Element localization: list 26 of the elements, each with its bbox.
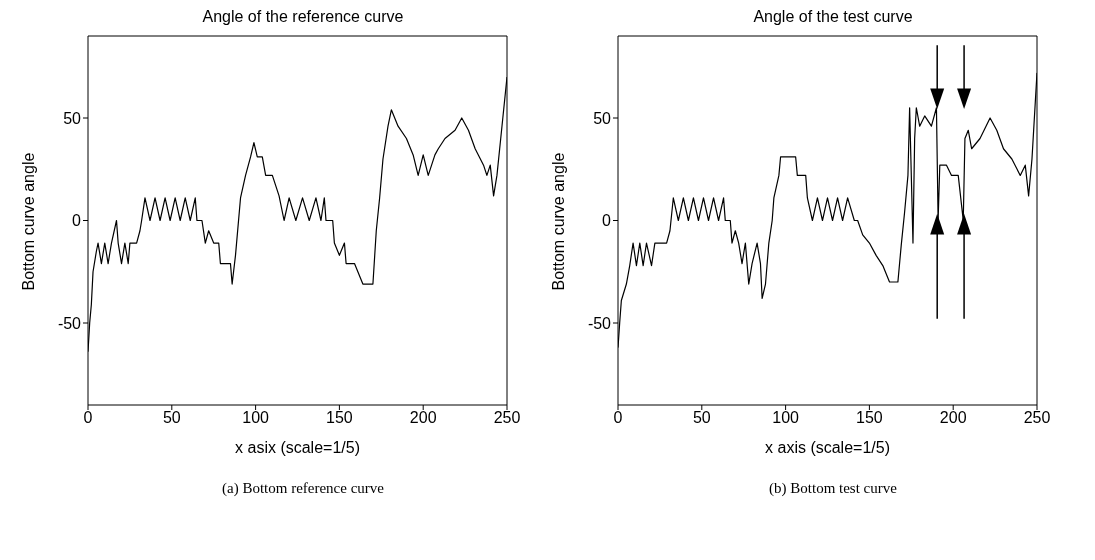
x-tick-label: 0 (83, 409, 93, 427)
x-tick-label: 200 (939, 409, 967, 427)
y-axis-title: Bottom curve angle (19, 152, 37, 291)
x-tick-label: 100 (772, 409, 800, 427)
y-tick-label: 0 (72, 212, 82, 230)
y-tick-label: -50 (587, 314, 612, 332)
x-tick-label: 200 (409, 409, 437, 427)
x-tick-label: 150 (856, 409, 883, 427)
x-tick-label: 100 (242, 409, 270, 427)
x-tick-label: 250 (1023, 409, 1051, 427)
chart-title: Angle of the reference curve (202, 8, 404, 27)
x-tick-label: 0 (613, 409, 623, 427)
chart-title: Angle of the test curve (753, 8, 913, 27)
y-tick-label: 0 (602, 212, 612, 230)
x-tick-label: 50 (692, 409, 711, 427)
y-axis-title: Bottom curve angle (549, 152, 567, 291)
y-tick-label: 50 (593, 109, 612, 127)
x-tick-label: 150 (326, 409, 353, 427)
y-tick-label: 50 (63, 109, 82, 127)
y-tick-label: -50 (57, 314, 82, 332)
x-axis-title: x asix (scale=1/5) (235, 439, 360, 456)
x-tick-label: 250 (493, 409, 521, 427)
x-axis-title: x axis (scale=1/5) (765, 439, 890, 456)
text: (b) Bottom test curve (769, 480, 897, 497)
text: (a) Bottom reference curve (222, 480, 384, 497)
x-tick-label: 50 (162, 409, 181, 427)
